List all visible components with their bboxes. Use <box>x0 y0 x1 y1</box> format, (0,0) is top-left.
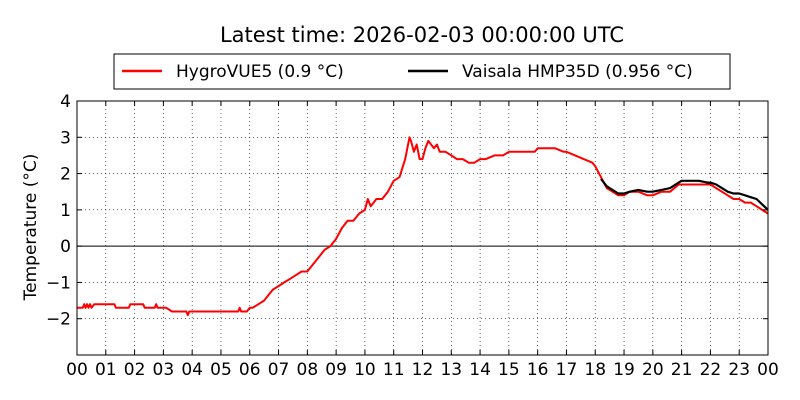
x-tick-label: 16 <box>527 360 549 380</box>
x-tick-label: 09 <box>325 360 347 380</box>
chart-title: Latest time: 2026-02-03 00:00:00 UTC <box>220 23 624 47</box>
x-tick-label: 12 <box>412 360 434 380</box>
y-tick-label: −1 <box>46 273 71 293</box>
y-tick-label: −2 <box>46 310 71 330</box>
x-tick-label: 06 <box>239 360 261 380</box>
x-tick-label: 19 <box>613 360 635 380</box>
x-tick-label: 20 <box>642 360 664 380</box>
x-tick-label: 17 <box>556 360 578 380</box>
x-tick-label: 07 <box>268 360 290 380</box>
plot-frame <box>76 100 769 356</box>
x-tick-label: 18 <box>584 360 606 380</box>
x-tick-label: 15 <box>498 360 520 380</box>
x-tick-label: 01 <box>95 360 117 380</box>
y-tick-label: 3 <box>60 128 71 148</box>
y-tick-label: 4 <box>60 92 71 112</box>
y-tick-label: 1 <box>60 201 71 221</box>
y-axis-label: Temperature (°C) <box>21 154 41 302</box>
legend-label-vaisala: Vaisala HMP35D (0.956 °C) <box>462 62 693 82</box>
legend-label-hygrovue5: HygroVUE5 (0.9 °C) <box>176 62 344 82</box>
y-tick-label: 0 <box>60 237 71 257</box>
x-tick-label: 04 <box>181 360 203 380</box>
series-line-1 <box>600 178 769 211</box>
x-tick-label: 22 <box>700 360 722 380</box>
x-tick-label: 21 <box>671 360 693 380</box>
x-tick-label: 23 <box>728 360 750 380</box>
x-tick-label: 10 <box>354 360 376 380</box>
y-tick-label: 2 <box>60 165 71 185</box>
x-tick-label: 13 <box>440 360 462 380</box>
x-tick-label: 00 <box>66 360 88 380</box>
x-tick-label: 02 <box>124 360 146 380</box>
legend: HygroVUE5 (0.9 °C) Vaisala HMP35D (0.956… <box>113 53 731 90</box>
x-tick-label: 14 <box>469 360 491 380</box>
x-tick-label: 11 <box>383 360 405 380</box>
x-tick-label: 08 <box>297 360 319 380</box>
x-tick-label: 05 <box>210 360 232 380</box>
x-tick-label: 03 <box>153 360 175 380</box>
plot-area: 00 01 02 03 04 05 06 07 08 09 10 11 12 13 14 15 16 17 18 19… <box>46 92 779 380</box>
x-tick-label: 00 <box>757 360 779 380</box>
series-line-0 <box>77 136 769 317</box>
